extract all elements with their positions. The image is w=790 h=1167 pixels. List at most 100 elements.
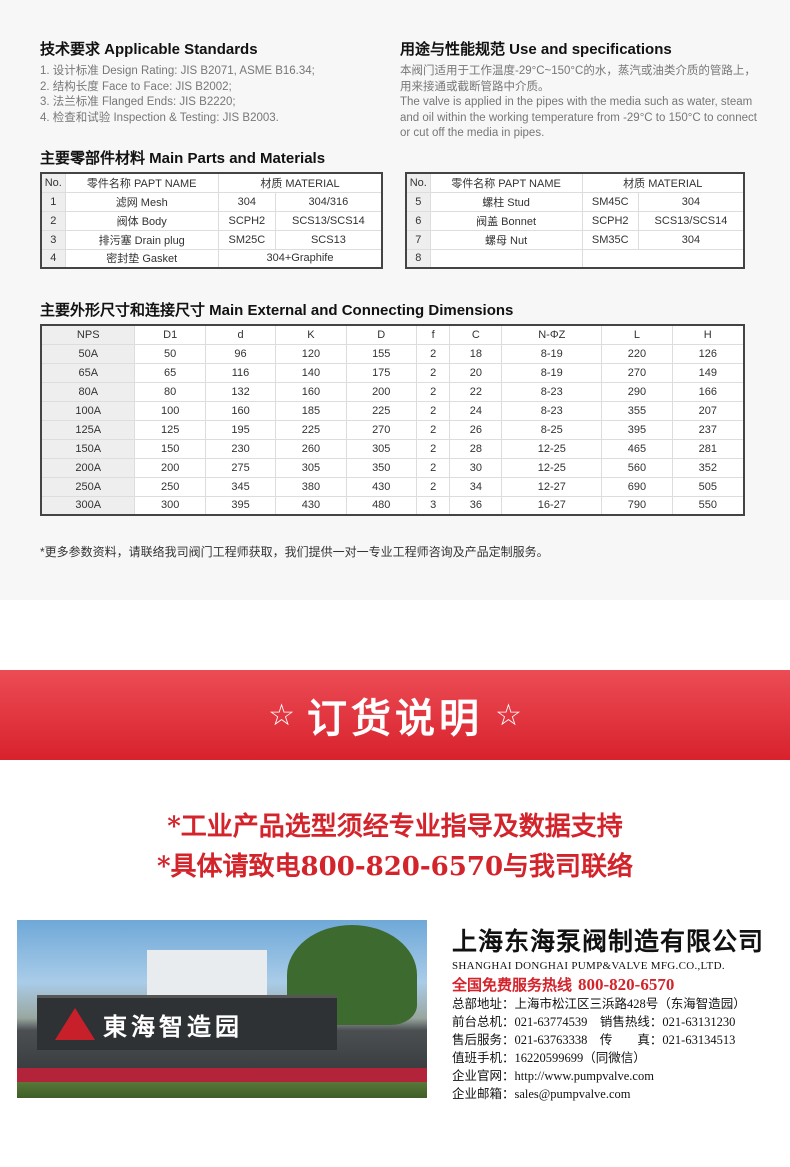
table-cell: 355 bbox=[601, 400, 673, 421]
table-row: 125A 125 195 225 270 2 26 8-25 395 237 bbox=[40, 419, 745, 440]
table-cell: 34 bbox=[449, 476, 503, 497]
table-cell: SM45C bbox=[581, 191, 639, 212]
table-row: 1 滤网 Mesh 304 304/316 bbox=[40, 191, 383, 212]
table-cell: 螺柱 Stud bbox=[429, 191, 583, 212]
table-cell: 零件名称 PAPT NAME bbox=[64, 172, 219, 193]
table-cell: 2 bbox=[415, 400, 451, 421]
table-cell: 2 bbox=[415, 343, 451, 364]
table-cell: L bbox=[601, 324, 673, 345]
table-row: 150A 150 230 260 305 2 28 12-25 465 281 bbox=[40, 438, 745, 459]
table-cell: 155 bbox=[345, 343, 417, 364]
table-cell: 505 bbox=[671, 476, 745, 497]
table-row: No. 零件名称 PAPT NAME 材质 MATERIAL bbox=[40, 172, 383, 193]
table-row: 3 排污塞 Drain plug SM25C SCS13 bbox=[40, 229, 383, 250]
table-cell: 185 bbox=[275, 400, 347, 421]
flower-bed bbox=[17, 1068, 427, 1082]
use-text-cn: 本阀门适用于工作温度-29°C~150°C的水，蒸汽或油类介质的管路上，用来接通… bbox=[400, 65, 756, 93]
table-row: 8 bbox=[405, 248, 745, 269]
table-cell: 126 bbox=[671, 343, 745, 364]
building bbox=[147, 950, 267, 1000]
table-cell: 7 bbox=[405, 229, 431, 250]
table-cell: 550 bbox=[671, 495, 745, 516]
table-cell: 207 bbox=[671, 400, 745, 421]
table-row: 100A 100 160 185 225 2 24 8-23 355 207 bbox=[40, 400, 745, 421]
website-line[interactable]: 企业官网：http://www.pumpvalve.com bbox=[452, 1069, 654, 1083]
table-cell: D1 bbox=[134, 324, 206, 345]
table-cell: 281 bbox=[671, 438, 745, 459]
table-cell: SCS13/SCS14 bbox=[637, 210, 745, 231]
table-cell: 8-25 bbox=[501, 419, 603, 440]
table-cell: 螺母 Nut bbox=[429, 229, 583, 250]
sign-text: 東海智造园 bbox=[103, 1011, 243, 1041]
table-cell: 260 bbox=[275, 438, 347, 459]
order-line: *具体请致电800-820-6570与我司联络 bbox=[156, 852, 634, 882]
table-cell: 零件名称 PAPT NAME bbox=[429, 172, 583, 193]
contact-line: 总部地址：上海市松江区三浜路428号（东海智造园） bbox=[452, 997, 746, 1011]
table-cell: 125A bbox=[40, 419, 136, 440]
table-cell bbox=[581, 248, 745, 269]
table-cell: 1 bbox=[40, 191, 66, 212]
parts-title: 主要零部件材料 Main Parts and Materials bbox=[40, 150, 326, 167]
table-cell: 395 bbox=[204, 495, 277, 516]
table-cell: 65 bbox=[134, 362, 206, 383]
table-cell: 3 bbox=[415, 495, 451, 516]
table-cell: 阀盖 Bonnet bbox=[429, 210, 583, 231]
table-cell: 材质 MATERIAL bbox=[217, 172, 383, 193]
table-row: 80A 80 132 160 200 2 22 8-23 290 166 bbox=[40, 381, 745, 402]
table-cell: NPS bbox=[40, 324, 136, 345]
table-cell: 5 bbox=[405, 191, 431, 212]
table-cell: 26 bbox=[449, 419, 503, 440]
table-cell: 2 bbox=[415, 457, 451, 478]
email-line[interactable]: 企业邮箱：sales@pumpvalve.com bbox=[452, 1087, 631, 1101]
table-cell: 80 bbox=[134, 381, 206, 402]
footnote: *更多参数资料，请联络我司阀门工程师获取，我们提供一对一专业工程师咨询及产品定制… bbox=[40, 545, 549, 559]
logo-icon bbox=[55, 1008, 95, 1040]
table-cell: 290 bbox=[601, 381, 673, 402]
table-cell: 22 bbox=[449, 381, 503, 402]
standard-item: 2. 结构长度 Face to Face: JIS B2002; bbox=[40, 80, 232, 93]
table-cell: 200 bbox=[134, 457, 206, 478]
table-cell: 3 bbox=[40, 229, 66, 250]
table-cell: 125 bbox=[134, 419, 206, 440]
table-cell: 50 bbox=[134, 343, 206, 364]
star-icon: ☆ bbox=[495, 698, 522, 732]
hotline: 全国免费服务热线 800-820-6570 bbox=[452, 974, 772, 995]
order-banner: ☆ 订货说明 ☆ bbox=[0, 670, 790, 760]
table-cell: 304/316 bbox=[274, 191, 383, 212]
table-cell: 352 bbox=[671, 457, 745, 478]
table-cell: 230 bbox=[204, 438, 277, 459]
use-text-en: The valve is applied in the pipes with t… bbox=[400, 96, 757, 139]
table-cell: No. bbox=[405, 172, 431, 193]
table-cell: 465 bbox=[601, 438, 673, 459]
standard-item: 1. 设计标准 Design Rating: JIS B2071, ASME B… bbox=[40, 65, 315, 77]
parts-table-right: No. 零件名称 PAPT NAME 材质 MATERIAL 5 螺柱 Stud SM45… bbox=[405, 172, 745, 269]
standard-item: 3. 法兰标准 Flanged Ends: JIS B2220; bbox=[40, 96, 236, 108]
table-cell: 36 bbox=[449, 495, 503, 516]
table-cell: 密封垫 Gasket bbox=[64, 248, 219, 269]
table-cell: 790 bbox=[601, 495, 673, 516]
table-cell: C bbox=[449, 324, 503, 345]
table-cell: SCS13 bbox=[274, 229, 383, 250]
table-cell: 304+Graphife bbox=[217, 248, 383, 269]
table-cell: 304 bbox=[217, 191, 276, 212]
table-cell: 166 bbox=[671, 381, 745, 402]
standard-item: 4. 检查和试验 Inspection & Testing: JIS B2003… bbox=[40, 111, 279, 124]
table-row: 7 螺母 Nut SM35C 304 bbox=[405, 229, 745, 250]
table-cell: 132 bbox=[204, 381, 277, 402]
table-cell: 160 bbox=[204, 400, 277, 421]
table-cell: 200 bbox=[345, 381, 417, 402]
table-cell: SCPH2 bbox=[217, 210, 276, 231]
table-cell bbox=[429, 248, 583, 269]
table-cell: 4 bbox=[40, 248, 66, 269]
table-cell: f bbox=[415, 324, 451, 345]
table-cell: 225 bbox=[275, 419, 347, 440]
table-cell: 149 bbox=[671, 362, 745, 383]
table-cell: SCPH2 bbox=[581, 210, 639, 231]
table-cell: H bbox=[671, 324, 745, 345]
table-row: 50A 50 96 120 155 2 18 8-19 220 126 bbox=[40, 343, 745, 364]
table-cell: 160 bbox=[275, 381, 347, 402]
table-cell: 滤网 Mesh bbox=[64, 191, 219, 212]
hotline-number: 800-820-6570 bbox=[578, 975, 675, 994]
table-cell: 304 bbox=[637, 191, 745, 212]
table-cell: 690 bbox=[601, 476, 673, 497]
